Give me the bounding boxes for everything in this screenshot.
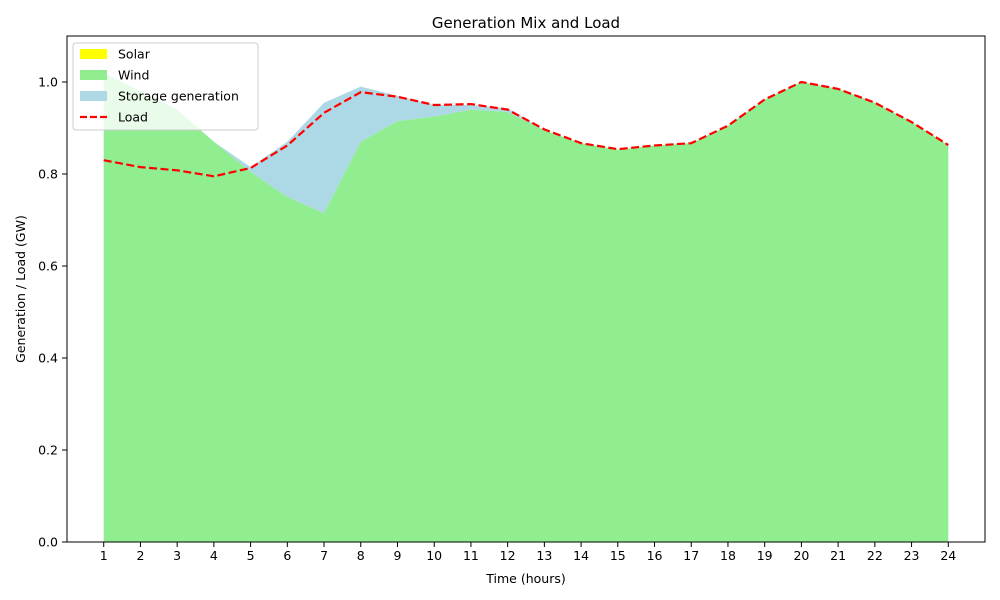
- x-tick-label: 16: [647, 548, 663, 563]
- plot-frame: [66, 35, 986, 543]
- y-tick-label: 0.2: [38, 443, 58, 458]
- x-tick-label: 14: [573, 548, 589, 563]
- area-wind: [103, 72, 949, 543]
- legend-label: Load: [118, 110, 148, 125]
- x-tick-label: 13: [536, 548, 552, 563]
- x-tick-label: 20: [793, 548, 809, 563]
- y-tick-label: 0.0: [38, 535, 58, 550]
- y-axis: 0.0 0.2 0.4 0.6 0.8 1.0: [38, 75, 67, 550]
- legend-label: Wind: [118, 68, 149, 83]
- x-tick-label: 22: [867, 548, 883, 563]
- x-tick-label: 17: [683, 548, 699, 563]
- x-tick-label: 5: [247, 548, 255, 563]
- legend-swatch: [80, 91, 107, 101]
- x-tick-label: 3: [173, 548, 181, 563]
- x-tick-label: 21: [830, 548, 846, 563]
- x-tick-label: 8: [357, 548, 365, 563]
- legend-swatch: [80, 70, 107, 80]
- x-tick-label: 24: [940, 548, 956, 563]
- x-tick-label: 18: [720, 548, 736, 563]
- x-tick-label: 15: [610, 548, 626, 563]
- areas-layer: [103, 72, 949, 543]
- x-tick-label: 12: [500, 548, 516, 563]
- x-tick-label: 9: [394, 548, 402, 563]
- x-axis-label: Time (hours): [485, 571, 565, 586]
- x-tick-label: 23: [904, 548, 920, 563]
- area-storage-generation: [103, 72, 949, 214]
- x-tick-label: 6: [283, 548, 291, 563]
- x-tick-label: 7: [320, 548, 328, 563]
- x-tick-label: 4: [210, 548, 218, 563]
- x-axis: 1 2 3 4 5 6 7 8 9 10 11 12 13 14 15 16 17 18 19 20 21 22 23 24: [100, 542, 956, 563]
- line-load: [103, 80, 949, 178]
- y-tick-label: 0.6: [38, 259, 58, 274]
- y-axis-label: Generation / Load (GW): [13, 215, 28, 363]
- lines-layer: [103, 80, 949, 178]
- legend-swatch: [80, 49, 107, 59]
- y-tick-label: 1.0: [38, 75, 58, 90]
- chart-title: Generation Mix and Load: [432, 14, 620, 32]
- y-tick-label: 0.8: [38, 167, 58, 182]
- x-tick-label: 1: [100, 548, 108, 563]
- legend-box: [72, 42, 259, 131]
- x-tick-label: 11: [463, 548, 479, 563]
- legend-label: Storage generation: [118, 89, 239, 104]
- legend-label: Solar: [118, 47, 151, 62]
- x-tick-label: 2: [136, 548, 144, 563]
- x-tick-label: 19: [757, 548, 773, 563]
- legend: Solar Wind Storage generation Load: [72, 42, 259, 131]
- y-tick-label: 0.4: [38, 351, 58, 366]
- x-tick-label: 10: [426, 548, 442, 563]
